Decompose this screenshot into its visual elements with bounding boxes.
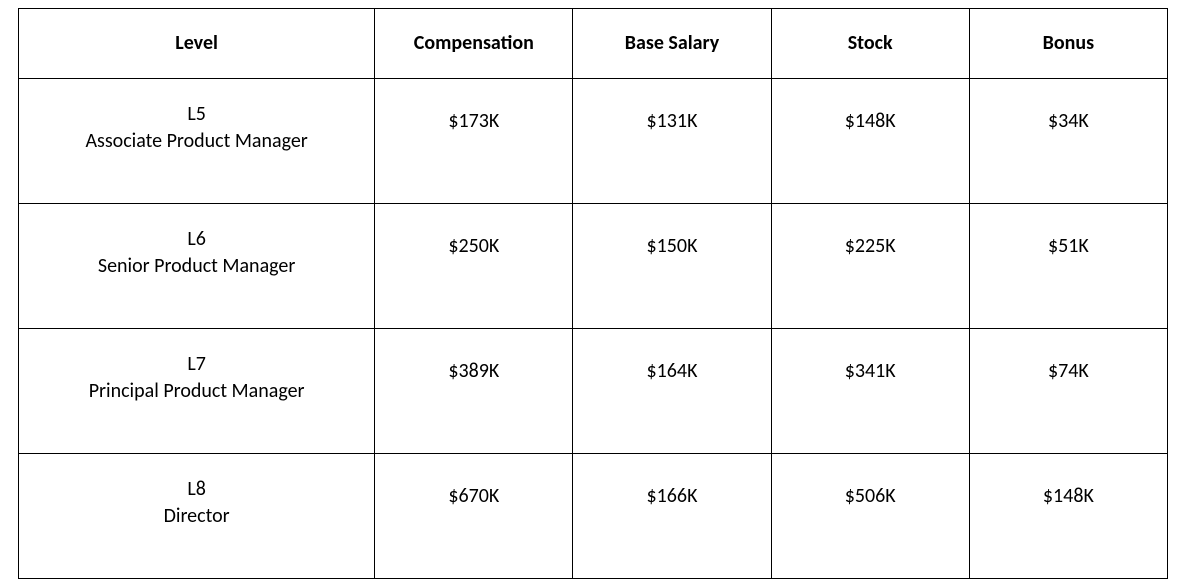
col-header-base-salary: Base Salary (573, 8, 771, 78)
bonus-cell: $148K (969, 453, 1167, 578)
compensation-cell: $670K (375, 453, 573, 578)
col-header-bonus: Bonus (969, 8, 1167, 78)
level-code: L6 (187, 227, 206, 251)
bonus-cell: $51K (969, 203, 1167, 328)
compensation-table: Level Compensation Base Salary Stock Bon… (18, 8, 1168, 579)
level-cell: L5 Associate Product Manager (19, 78, 375, 203)
bonus-cell: $34K (969, 78, 1167, 203)
level-cell: L6 Senior Product Manager (19, 203, 375, 328)
level-title: Senior Product Manager (98, 254, 295, 278)
stock-cell: $341K (771, 328, 969, 453)
bonus-cell: $74K (969, 328, 1167, 453)
table-row: L6 Senior Product Manager $250K $150K $2… (19, 203, 1168, 328)
level-title: Associate Product Manager (85, 129, 307, 153)
level-cell: L7 Principal Product Manager (19, 328, 375, 453)
base-salary-cell: $164K (573, 328, 771, 453)
col-header-compensation: Compensation (375, 8, 573, 78)
level-title: Principal Product Manager (89, 379, 305, 403)
table-row: L8 Director $670K $166K $506K $148K (19, 453, 1168, 578)
table-header-row: Level Compensation Base Salary Stock Bon… (19, 8, 1168, 78)
table-row: L5 Associate Product Manager $173K $131K… (19, 78, 1168, 203)
level-title: Director (164, 504, 230, 528)
base-salary-cell: $131K (573, 78, 771, 203)
level-cell: L8 Director (19, 453, 375, 578)
table-row: L7 Principal Product Manager $389K $164K… (19, 328, 1168, 453)
level-code: L7 (187, 352, 206, 376)
compensation-cell: $250K (375, 203, 573, 328)
base-salary-cell: $166K (573, 453, 771, 578)
compensation-cell: $389K (375, 328, 573, 453)
base-salary-cell: $150K (573, 203, 771, 328)
compensation-table-container: Level Compensation Base Salary Stock Bon… (18, 8, 1168, 579)
col-header-stock: Stock (771, 8, 969, 78)
compensation-cell: $173K (375, 78, 573, 203)
stock-cell: $148K (771, 78, 969, 203)
level-code: L5 (187, 102, 206, 126)
stock-cell: $506K (771, 453, 969, 578)
level-code: L8 (187, 477, 206, 501)
col-header-level: Level (19, 8, 375, 78)
stock-cell: $225K (771, 203, 969, 328)
